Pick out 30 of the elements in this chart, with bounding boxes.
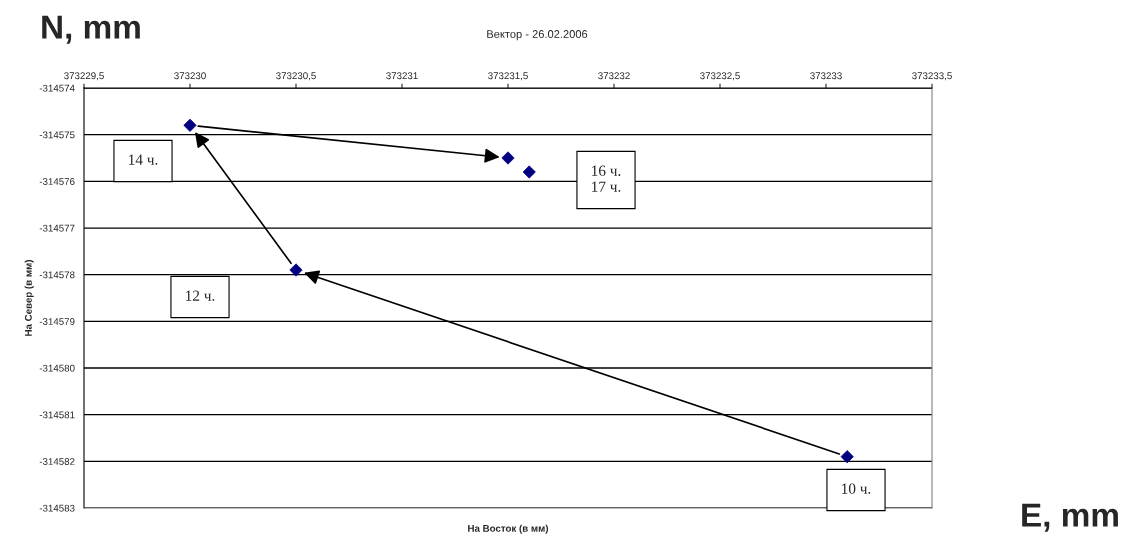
annotation: 12 ч. <box>186 290 215 301</box>
text: N, mm <box>42 15 140 44</box>
y-axis-title: На Север (в мм) <box>24 259 34 336</box>
y-tick-label: -314575 <box>39 131 75 139</box>
point <box>522 165 536 179</box>
annotation: 14 ч. <box>129 154 158 165</box>
x-tick-label: 373230,5 <box>276 72 316 81</box>
annotation: 10 ч. <box>842 483 871 494</box>
x-tick-label: 373232 <box>598 72 630 80</box>
y-tick-label: -314582 <box>39 458 75 465</box>
y-tick-label: -314581 <box>39 411 75 419</box>
y-tick-label: -314576 <box>39 178 75 185</box>
annotation: 16 ч. 17 ч. <box>592 165 621 192</box>
point <box>289 263 303 277</box>
x-tick-label: 373231,5 <box>488 72 528 81</box>
y-tick-label: -314578 <box>39 271 75 279</box>
y-tick-label: -314577 <box>39 224 75 232</box>
x-axis-title: На Восток (в мм) <box>468 524 549 534</box>
text: E, mm <box>1022 503 1118 532</box>
x-tick-label: 373231 <box>386 72 418 80</box>
x-tick-label: 373233 <box>810 72 842 80</box>
x-tick-label: 373233,5 <box>912 72 952 81</box>
x-tick-label: 373230 <box>174 72 206 80</box>
y-tick-label: -314574 <box>39 84 75 92</box>
x-tick-label: 373229,5 <box>64 72 104 81</box>
x-tick-label: 373232,5 <box>700 72 740 81</box>
chart-title: Вектор - 26.02.2006 <box>487 30 588 41</box>
y-tick-label: -314583 <box>39 504 75 512</box>
y-tick-label: -314580 <box>39 364 75 372</box>
y-tick-label: -314579 <box>39 318 75 325</box>
